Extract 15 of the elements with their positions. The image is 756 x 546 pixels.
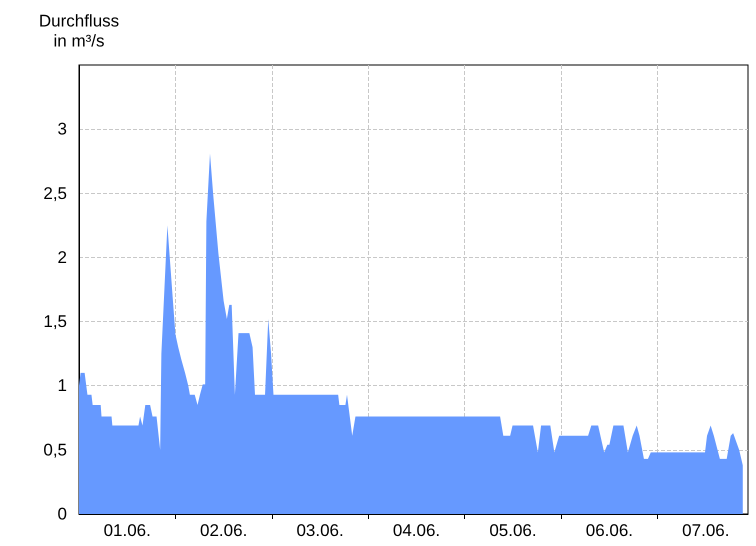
x-tick-label: 04.06. — [392, 521, 440, 540]
y-tick-label: 2,5 — [43, 184, 67, 203]
x-tick-label: 01.06. — [104, 521, 151, 540]
y-axis-title: Durchfluss in m³/s — [38, 12, 120, 50]
x-tick-label: 07.06. — [682, 521, 730, 540]
x-tick-label: 02.06. — [200, 521, 248, 540]
y-tick-label: 1 — [58, 376, 67, 396]
x-tick-label: 05.06. — [489, 521, 537, 540]
y-tick-label: 0 — [58, 504, 67, 524]
x-tick-label: 06.06. — [586, 521, 634, 540]
y-tick-label: 0,5 — [43, 440, 67, 460]
y-tick-label: 1,5 — [43, 312, 67, 332]
y-tick-label: 3 — [58, 120, 67, 139]
y-tick-label: 2 — [58, 248, 67, 267]
x-tick-label: 03.06. — [296, 521, 344, 540]
